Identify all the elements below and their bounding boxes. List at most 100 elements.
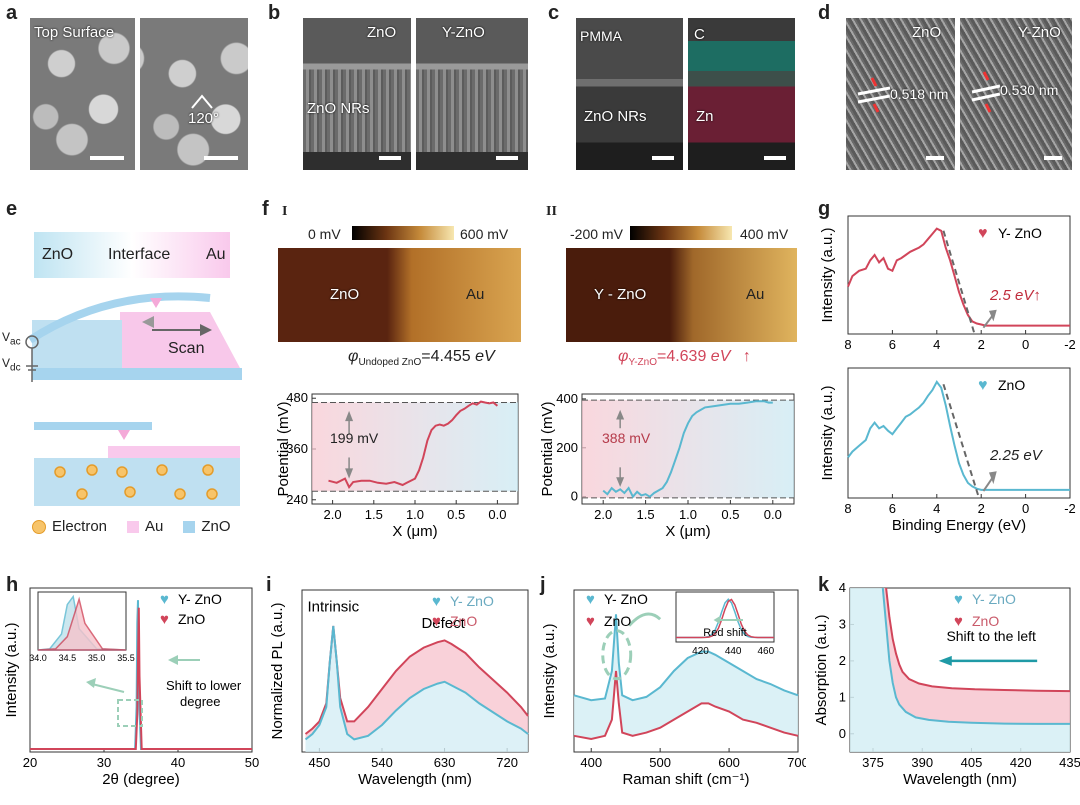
- chart-g-top: 8 6 4 2 0 -2 Intensity (a.u.) ♥ Y- ZnO 2.5 eV↑: [820, 215, 1076, 352]
- y-tick-label: 400: [556, 391, 578, 406]
- arrow-head: [988, 471, 997, 485]
- y-tick-label: 200: [556, 440, 578, 455]
- colorbar2-min: -200 mV: [570, 226, 623, 242]
- tip: [150, 298, 162, 308]
- pmma-label: PMMA: [580, 28, 622, 44]
- legend-heart-icon: ♥: [978, 377, 988, 394]
- panel-label-h: h: [6, 574, 19, 596]
- y-tick-label: 360: [286, 441, 308, 456]
- chart-f1: 2.0 1.5 1.0 0.5 0.0 240 360 480 X (μm) Potential …: [275, 390, 519, 540]
- legend-yzno: Y- ZnO: [604, 591, 648, 607]
- work-function-undoped: φUndoped ZnO=4.455 eV: [348, 348, 495, 369]
- sem-cross-section-yzno: Y-ZnO: [416, 18, 528, 170]
- kpfm-schematic: [25, 292, 242, 382]
- panel-label-c: c: [548, 2, 560, 24]
- lattice-spacing-marker: [971, 71, 1001, 113]
- annot-defect: Defect: [421, 615, 465, 632]
- shift-arrow-head: [168, 655, 178, 665]
- tip-arrow: [142, 316, 154, 328]
- series-line-zno: [885, 587, 1071, 693]
- y-axis-label: Intensity (a.u.): [3, 622, 20, 717]
- fit-line: [942, 230, 976, 335]
- series-line-undoped-zno: [328, 400, 499, 489]
- sem-top-surface-image: Top Surface: [30, 18, 135, 170]
- plot-frame: [573, 589, 799, 753]
- scan-arrow-head: [200, 324, 212, 336]
- legend-yzno: Y- ZnO: [178, 591, 222, 607]
- sem-pmma-image: PMMA ZnO NRs: [576, 18, 683, 170]
- x-tick-label: 1.5: [637, 507, 655, 522]
- carbon-label: C: [694, 26, 705, 43]
- x-tick-label: 20: [23, 755, 37, 770]
- band-interface-label: Interface: [108, 246, 171, 263]
- series-line-yzno: [304, 625, 529, 741]
- y-tick-label: 0: [571, 489, 578, 504]
- y-axis-label: Intensity (a.u.): [541, 623, 558, 718]
- x-tick-label: 6: [889, 337, 896, 352]
- band-zno-au: [34, 232, 230, 278]
- area-between: [882, 588, 1070, 724]
- y-tick-label: 240: [286, 492, 308, 507]
- colorbar2-max: 400 mV: [740, 226, 789, 242]
- inset-tick-label: 420: [692, 646, 709, 657]
- x-tick-label: 4: [933, 501, 940, 516]
- zno-swatch-icon: [183, 520, 196, 533]
- x-tick-label: 30: [97, 755, 111, 770]
- x-axis-label: 2θ (degree): [102, 771, 180, 788]
- legend-yzno: Y- ZnO: [450, 593, 494, 609]
- angle-label: 120°: [188, 110, 220, 127]
- x-tick-label: 4: [933, 337, 940, 352]
- annotation: 2.5 eV↑: [989, 287, 1041, 304]
- panel-label-f: f: [262, 198, 269, 220]
- x-tick-label: 1.5: [365, 507, 383, 522]
- substrate: [303, 152, 411, 170]
- kpfm-map-yzno: Y - ZnO Au: [566, 248, 797, 342]
- panel-label-b: b: [268, 2, 281, 24]
- arrow-up-head: [345, 410, 354, 422]
- au-swatch-icon: [127, 520, 140, 533]
- scale-bar: [1044, 156, 1062, 160]
- red-shift-arrow-head: [713, 616, 721, 624]
- x-tick-label: 40: [171, 755, 185, 770]
- series-line-yzno: [881, 587, 1070, 725]
- annotation-line2: degree: [180, 694, 220, 709]
- spacing-label: 0.530 nm: [1000, 82, 1059, 98]
- chart-f2: 2.0 1.5 1.0 0.5 0.0 0 200 400 X (μm) Potential (m…: [539, 391, 795, 540]
- kpfm-map-zno: ZnO Au: [278, 248, 521, 342]
- hexagon-angle-marker: [191, 94, 213, 109]
- panel-label-e: e: [6, 198, 18, 220]
- scale-bar: [926, 156, 944, 160]
- inset-frame: [675, 591, 775, 643]
- x-tick-label: 2: [978, 501, 985, 516]
- area-under: [305, 626, 528, 752]
- annot-red-shift: Red shift: [703, 627, 746, 639]
- sem-cross-section-zno: ZnO ZnO NRs: [303, 18, 411, 170]
- annot-shift-left: Shift to the left: [946, 628, 1036, 644]
- legend-zno: ZnO: [604, 613, 631, 629]
- map1-left-label: ZnO: [330, 286, 360, 303]
- legend-heart-icon: ♥: [160, 591, 169, 608]
- y-tick-label: 1: [839, 689, 846, 704]
- x-tick-label: 700: [787, 755, 806, 770]
- scale-bar: [652, 156, 674, 160]
- band-au-label: Au: [206, 246, 226, 263]
- x-tick-label: 720: [496, 755, 518, 770]
- legend-heart-icon: ♥: [954, 591, 963, 608]
- y-axis-label: Normalized PL (a.u.): [269, 603, 286, 740]
- y-tick-label: 2: [839, 653, 846, 668]
- annot-199mv: 199 mV: [330, 430, 379, 446]
- legend-heart-icon: ♥: [954, 613, 963, 630]
- cantilever: [27, 292, 211, 344]
- chart-j: 400 500 600 700 Intensity (a.u.) Raman shift …: [541, 589, 806, 788]
- x-tick-label: 2.0: [324, 507, 342, 522]
- plot-frame: [847, 215, 1071, 335]
- chart-h: 20 30 40 50 2θ (degree) Intensity (a.u.) 34.0 3…: [3, 587, 259, 788]
- x-tick-label: 8: [844, 337, 851, 352]
- x-tick-label: 500: [649, 755, 671, 770]
- substrate-layer: [32, 368, 242, 380]
- x-tick-label: -2: [1064, 501, 1076, 516]
- x-tick-label: 0.0: [488, 507, 506, 522]
- arrow-head: [988, 309, 997, 322]
- map1-right-label: Au: [466, 286, 485, 303]
- panel-label-k: k: [818, 574, 830, 596]
